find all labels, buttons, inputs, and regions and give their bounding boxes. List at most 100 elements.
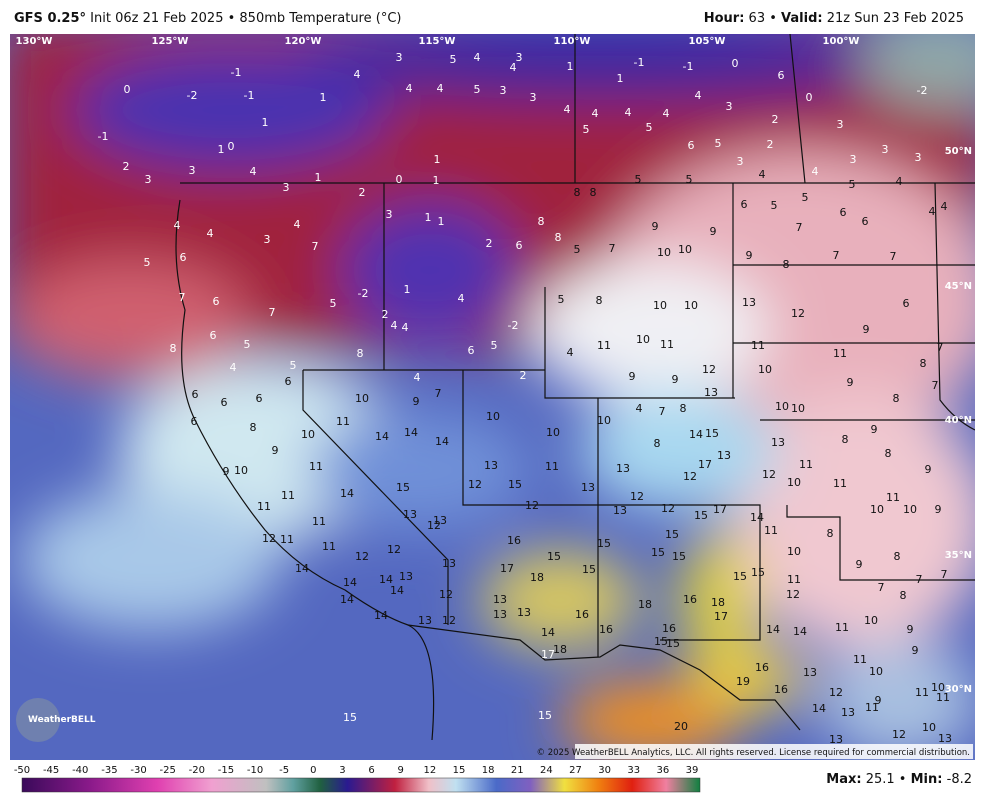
station-value: 10 [597, 414, 611, 427]
station-value: 13 [493, 593, 507, 606]
station-value: 18 [553, 643, 567, 656]
station-value: 5 [583, 123, 590, 136]
station-value: 11 [660, 338, 674, 351]
colorbar-tick: 18 [482, 765, 495, 776]
valid-info: Hour: 63 • Valid: 21z Sun 23 Feb 2025 [704, 11, 964, 26]
station-value: 1 [262, 116, 269, 129]
station-value: 13 [581, 481, 595, 494]
station-value: 14 [295, 562, 309, 575]
station-value: 11 [336, 415, 350, 428]
station-value: 11 [322, 540, 336, 553]
station-value: 7 [659, 405, 666, 418]
station-value: 7 [941, 568, 948, 581]
station-value: 6 [688, 139, 695, 152]
station-value: 15 [733, 570, 747, 583]
station-value: 12 [439, 588, 453, 601]
station-value: 13 [433, 514, 447, 527]
station-value: 10 [870, 503, 884, 516]
station-value: 14 [541, 626, 555, 639]
station-value: 11 [280, 533, 294, 546]
station-value: 11 [312, 515, 326, 528]
station-value: 15 [694, 509, 708, 522]
longitude-label: 105°W [689, 36, 726, 47]
station-value: 4 [567, 346, 574, 359]
colorbar-tick: -45 [43, 765, 59, 776]
station-value: 8 [680, 402, 687, 415]
station-value: 8 [783, 258, 790, 271]
station-value: 3 [264, 233, 271, 246]
station-value: 10 [355, 392, 369, 405]
station-value: 2 [486, 237, 493, 250]
station-value: 14 [435, 435, 449, 448]
station-value: 1 [567, 60, 574, 73]
borders [175, 34, 975, 741]
station-value: 11 [597, 339, 611, 352]
station-value: 10 [791, 402, 805, 415]
station-value: 14 [750, 511, 764, 524]
station-value: 7 [937, 341, 944, 354]
hour-label: Hour: [704, 11, 745, 26]
station-value: 7 [796, 221, 803, 234]
station-value: 2 [382, 308, 389, 321]
station-value: 14 [375, 430, 389, 443]
station-value: 5 [635, 173, 642, 186]
station-value: 4 [636, 402, 643, 415]
station-value: 14 [812, 702, 826, 715]
station-value: 4 [230, 361, 237, 374]
station-value: 9 [925, 463, 932, 476]
station-value: 3 [915, 151, 922, 164]
station-value: 8 [894, 550, 901, 563]
station-value: 13 [704, 386, 718, 399]
station-value: 15 [672, 550, 686, 563]
station-value: 3 [386, 208, 393, 221]
station-value: 12 [892, 728, 906, 741]
station-value: 12 [427, 519, 441, 532]
station-value: 14 [343, 576, 357, 589]
colorbar-tick: -30 [130, 765, 146, 776]
station-value: 1 [434, 153, 441, 166]
station-value: 9 [672, 373, 679, 386]
station-value: 8 [596, 294, 603, 307]
station-value: 7 [878, 581, 885, 594]
station-value: 4 [354, 68, 361, 81]
colorbar-tick: -10 [247, 765, 263, 776]
station-value: -2 [917, 84, 928, 97]
latitude-label: 35°N [945, 550, 972, 561]
min-label: Min: [911, 772, 943, 787]
station-value: 6 [221, 396, 228, 409]
station-value: 15 [705, 427, 719, 440]
station-value: 10 [234, 464, 248, 477]
station-value: 5 [771, 199, 778, 212]
station-value: 6 [741, 198, 748, 211]
station-value: 12 [355, 550, 369, 563]
station-value: 4 [414, 371, 421, 384]
station-value: 16 [755, 661, 769, 674]
station-value: 15 [597, 537, 611, 550]
station-value: 6 [862, 215, 869, 228]
station-value: 10 [678, 243, 692, 256]
station-value: 11 [787, 573, 801, 586]
station-value: 6 [191, 415, 198, 428]
station-value: 3 [145, 173, 152, 186]
station-value: 5 [144, 256, 151, 269]
longitude-label: 110°W [554, 36, 591, 47]
colorbar-tick: 15 [453, 765, 466, 776]
station-value: 11 [833, 347, 847, 360]
station-value: 6 [516, 239, 523, 252]
station-value: 4 [564, 103, 571, 116]
station-value: 1 [425, 211, 432, 224]
station-value: 13 [829, 733, 843, 746]
station-value: 0 [124, 83, 131, 96]
max-label: Max: [826, 772, 861, 787]
station-value: -1 [634, 56, 645, 69]
station-value: 8 [590, 186, 597, 199]
station-value: 10 [931, 681, 945, 694]
station-value: 0 [732, 57, 739, 70]
station-value: 12 [262, 532, 276, 545]
latitude-label: 30°N [945, 684, 972, 695]
station-value: 11 [886, 491, 900, 504]
station-value: 13 [771, 436, 785, 449]
station-value: 14 [340, 593, 354, 606]
station-value: 1 [320, 91, 327, 104]
station-value: 17 [714, 610, 728, 623]
